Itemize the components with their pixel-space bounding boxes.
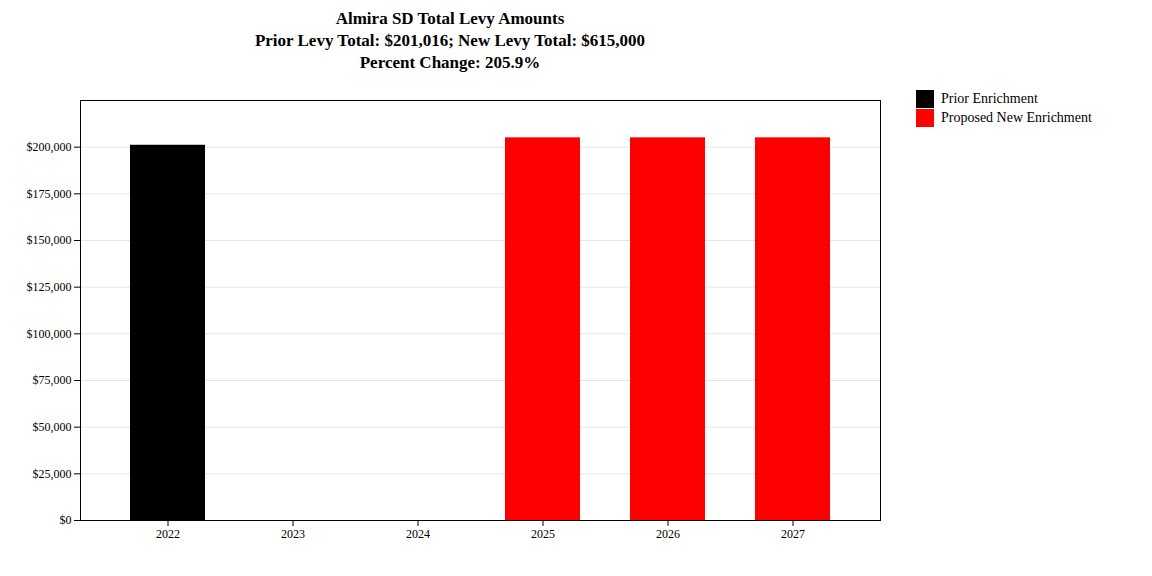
svg-text:2025: 2025: [531, 527, 555, 541]
svg-text:$25,000: $25,000: [33, 467, 72, 481]
svg-text:$50,000: $50,000: [33, 420, 72, 434]
svg-text:2022: 2022: [156, 527, 180, 541]
svg-text:$100,000: $100,000: [27, 327, 72, 341]
svg-text:2023: 2023: [281, 527, 305, 541]
svg-text:$125,000: $125,000: [27, 280, 72, 294]
html-text:Proposed New Enrichment: Proposed New Enrichment: [941, 110, 1092, 125]
svg-text:2024: 2024: [406, 527, 430, 541]
html-text:Almira SD Total Levy Amounts P: Almira SD Total Levy Amounts Prior Levy …: [254, 9, 646, 72]
svg-text:$175,000: $175,000: [27, 187, 72, 201]
svg-text:2026: 2026: [656, 527, 680, 541]
svg-text:2027: 2027: [781, 527, 805, 541]
svg-text:$200,000: $200,000: [27, 140, 72, 154]
svg-text:$0: $0: [60, 513, 72, 527]
svg-text:$75,000: $75,000: [33, 373, 72, 387]
html-text:Prior Enrichment: Prior Enrichment: [941, 91, 1038, 106]
svg-text:$150,000: $150,000: [27, 233, 72, 247]
